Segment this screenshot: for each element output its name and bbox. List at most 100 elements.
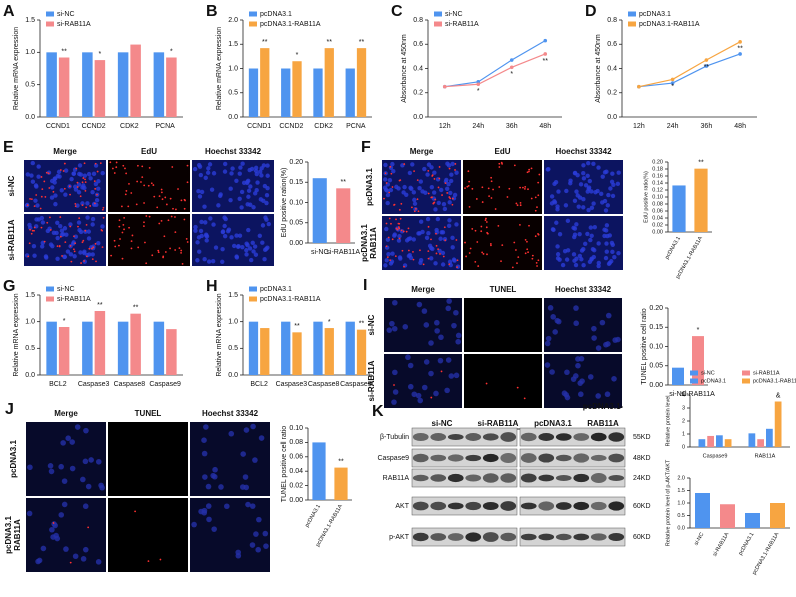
nucleus bbox=[261, 163, 267, 168]
nucleus bbox=[612, 254, 617, 260]
edu-dot bbox=[99, 162, 102, 165]
nucleus bbox=[444, 177, 449, 183]
nucleus bbox=[262, 256, 267, 262]
x-tick-label: si-NC bbox=[693, 532, 705, 547]
y-tick-label: 0.20 bbox=[649, 305, 663, 312]
nucleus bbox=[564, 369, 570, 376]
edu-dot bbox=[123, 228, 125, 231]
nucleus bbox=[564, 394, 571, 401]
edu-dot bbox=[158, 222, 161, 225]
column-header: Hoechst 33342 bbox=[202, 409, 259, 418]
nucleus bbox=[201, 450, 208, 457]
significance: ** bbox=[341, 179, 347, 186]
nucleus bbox=[408, 185, 413, 191]
y-tick-label: 0.14 bbox=[652, 180, 663, 186]
nucleus bbox=[555, 256, 561, 261]
nucleus bbox=[248, 184, 253, 189]
tunel-dot bbox=[87, 526, 90, 529]
blot-band bbox=[500, 453, 517, 463]
nucleus bbox=[36, 174, 41, 179]
edu-dot bbox=[77, 225, 79, 228]
nucleus bbox=[86, 171, 92, 177]
micrograph bbox=[108, 498, 188, 572]
legend-swatch bbox=[46, 11, 54, 17]
edu-dot bbox=[400, 229, 403, 232]
column-header: TUNEL bbox=[135, 409, 162, 418]
nucleus bbox=[434, 319, 440, 326]
nucleus bbox=[387, 178, 393, 183]
significance: * bbox=[697, 327, 700, 334]
nucleus bbox=[596, 165, 601, 170]
edu-dot bbox=[538, 173, 541, 176]
blot-band bbox=[500, 432, 517, 442]
edu-dot bbox=[29, 228, 32, 231]
marker bbox=[704, 58, 709, 62]
edu-dot bbox=[385, 222, 388, 225]
edu-dot bbox=[449, 197, 452, 200]
panel-letter: C bbox=[391, 3, 403, 20]
y-tick-label: 0.04 bbox=[652, 215, 663, 221]
y-tick-label: 1.5 bbox=[25, 292, 35, 299]
nucleus bbox=[59, 228, 65, 233]
line bbox=[444, 40, 546, 88]
nucleus bbox=[260, 240, 265, 245]
nucleus bbox=[205, 483, 212, 490]
edu-dot bbox=[186, 164, 189, 167]
nucleus bbox=[586, 160, 591, 166]
y-tick-label: 0.02 bbox=[652, 222, 663, 228]
edu-dot bbox=[48, 187, 51, 189]
nucleus bbox=[197, 249, 202, 254]
nucleus bbox=[93, 163, 99, 168]
panel-letter: A bbox=[3, 3, 15, 20]
nucleus bbox=[243, 427, 250, 433]
legend-swatch bbox=[742, 378, 750, 384]
edu-dot bbox=[522, 186, 524, 189]
edu-dot bbox=[492, 188, 494, 191]
column-header: TUNEL bbox=[490, 285, 517, 294]
edu-dot bbox=[183, 207, 186, 210]
edu-dot bbox=[484, 219, 487, 222]
edu-dot bbox=[141, 165, 144, 168]
edu-dot bbox=[477, 265, 480, 267]
nucleus bbox=[258, 197, 264, 202]
bar bbox=[694, 168, 708, 232]
nucleus bbox=[237, 196, 242, 201]
edu-dot bbox=[435, 244, 438, 247]
edu-dot bbox=[534, 196, 537, 199]
nucleus bbox=[205, 170, 211, 175]
blot-band bbox=[590, 501, 607, 511]
nucleus bbox=[606, 192, 611, 198]
bar bbox=[356, 48, 367, 117]
nucleus bbox=[234, 233, 239, 238]
edu-dot bbox=[39, 207, 42, 210]
nucleus bbox=[216, 203, 221, 208]
edu-dot bbox=[397, 222, 400, 225]
bar bbox=[166, 57, 177, 117]
edu-dot bbox=[427, 250, 430, 253]
panel-letter: J bbox=[5, 401, 14, 418]
edu-dot bbox=[403, 163, 406, 165]
edu-dot bbox=[29, 198, 31, 200]
nucleus bbox=[253, 252, 259, 257]
nucleus bbox=[29, 173, 34, 178]
edu-dot bbox=[419, 249, 421, 252]
significance: ** bbox=[543, 58, 549, 65]
row-label: RAB11A bbox=[383, 475, 410, 482]
nucleus bbox=[264, 246, 269, 252]
edu-dot bbox=[183, 198, 186, 201]
nucleus bbox=[265, 173, 270, 178]
y-tick-label: 0.20 bbox=[652, 159, 663, 165]
blot-band bbox=[430, 454, 447, 462]
nucleus bbox=[47, 463, 54, 469]
nucleus bbox=[195, 258, 200, 263]
nucleus bbox=[585, 173, 590, 178]
y-tick-label: 0.10 bbox=[652, 194, 663, 200]
edu-dot bbox=[151, 254, 154, 257]
nucleus bbox=[433, 207, 438, 212]
nucleus bbox=[226, 227, 232, 232]
edu-dot bbox=[528, 170, 530, 173]
blot-strip bbox=[411, 427, 518, 447]
y-tick-label: 1.5 bbox=[228, 41, 238, 48]
y-tick-label: 0.10 bbox=[289, 199, 303, 206]
nucleus bbox=[581, 205, 586, 210]
